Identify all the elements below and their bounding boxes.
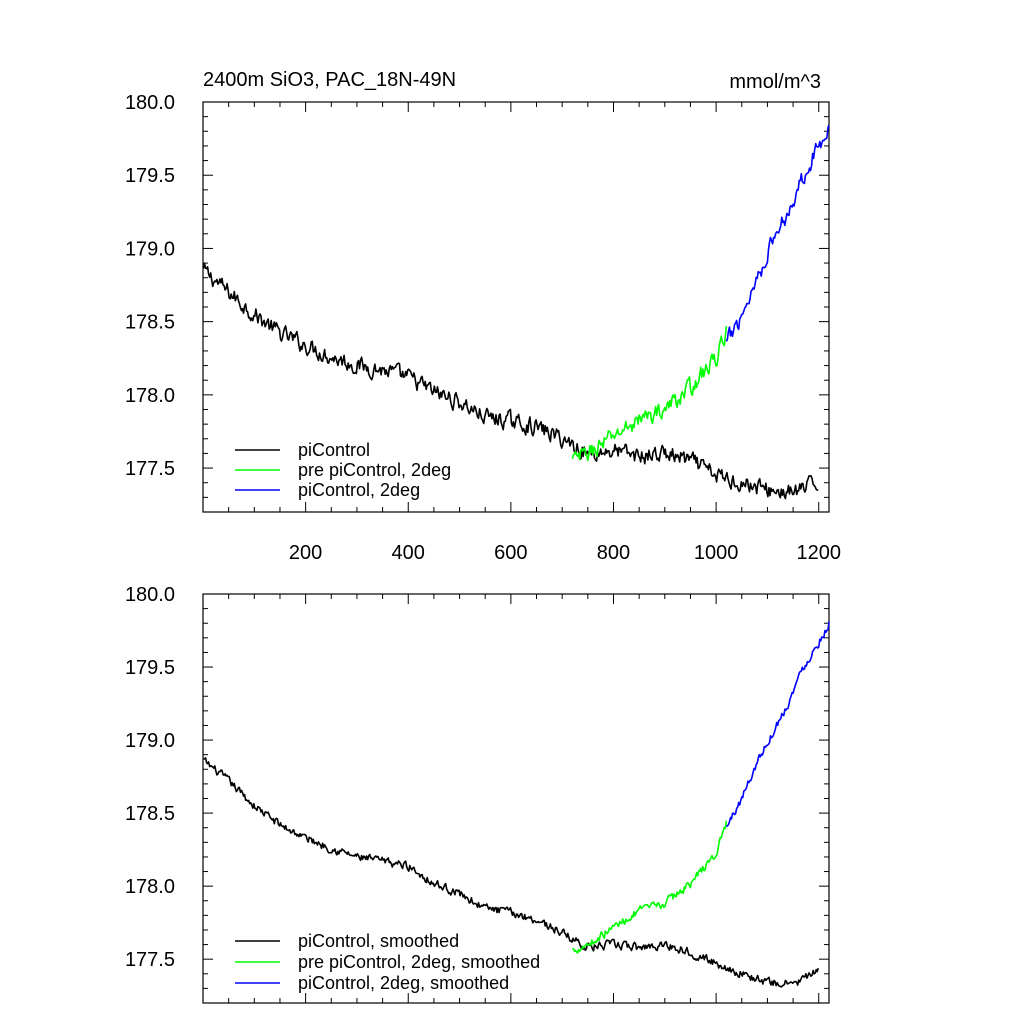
x-tick-label: 600	[494, 542, 527, 564]
x-tick-label: 800	[597, 542, 630, 564]
series-line-1	[202, 262, 819, 500]
y-tick-label: 178.5	[125, 803, 175, 825]
y-tick-label: 178.0	[125, 385, 175, 407]
y-tick-label: 179.5	[125, 657, 175, 679]
y-tick-label: 179.0	[125, 730, 175, 752]
y-tick-label: 177.5	[125, 949, 175, 971]
legend-label-2: pre piControl, 2deg, smoothed	[298, 952, 540, 972]
series-line-2	[572, 820, 728, 954]
legend-label-2: pre piControl, 2deg	[298, 460, 451, 480]
y-tick-label: 178.5	[125, 312, 175, 334]
x-tick-label: 1000	[694, 542, 739, 564]
y-tick-label: 178.0	[125, 876, 175, 898]
y-tick-label: 179.5	[125, 165, 175, 187]
x-tick-label: 1200	[796, 542, 841, 564]
series-line-1	[203, 756, 819, 988]
y-tick-label: 177.5	[125, 458, 175, 480]
legend-label-3: piControl, 2deg, smoothed	[298, 973, 509, 993]
chart-title: 2400m SiO3, PAC_18N-49N	[203, 69, 456, 91]
x-tick-label: 200	[289, 542, 322, 564]
y-tick-label: 180.0	[125, 584, 175, 606]
series-line-3	[725, 124, 830, 342]
plot-frame	[202, 101, 830, 513]
x-tick-label: 400	[392, 542, 425, 564]
bottom-panel: 177.5 178.0 178.5 179.0 179.5 180.0 piControl,…	[125, 584, 830, 1004]
y-tick-label: 179.0	[125, 238, 175, 260]
series-line-2	[571, 326, 728, 462]
legend-label-1: piControl	[298, 440, 370, 460]
plot-frame	[202, 593, 830, 1004]
top-panel: 177.5 178.0 178.5 179.0 179.5 180.0 200 400 600 8…	[125, 69, 841, 564]
y-tick-label: 180.0	[125, 92, 175, 114]
legend-label-1: piControl, smoothed	[298, 931, 459, 951]
series-line-3	[726, 621, 830, 828]
units-label: mmol/m^3	[729, 71, 821, 93]
legend-label-3: piControl, 2deg	[298, 480, 420, 500]
